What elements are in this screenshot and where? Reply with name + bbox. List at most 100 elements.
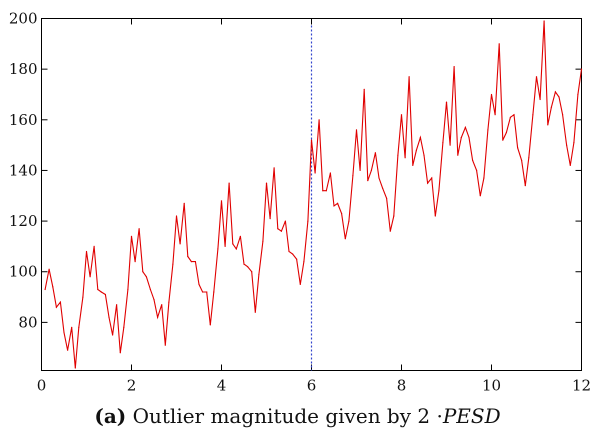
data-point (187, 255, 189, 258)
data-point (476, 169, 478, 171)
data-point (513, 114, 515, 116)
data-point (423, 154, 425, 156)
data-series-line (44, 20, 583, 369)
data-point (352, 174, 354, 177)
data-point (322, 190, 324, 192)
data-point (112, 334, 114, 336)
data-point (157, 316, 159, 318)
data-point (243, 263, 245, 265)
data-point (457, 154, 459, 156)
data-point (262, 240, 264, 242)
figure-caption: (a) Outlier magnitude given by 2 ·PESD (0, 404, 595, 428)
x-tick-label: 8 (397, 377, 407, 395)
y-tick-label: 140 (9, 161, 38, 179)
data-point (247, 266, 249, 268)
data-point (498, 43, 500, 45)
data-point (134, 261, 136, 263)
x-tick-label: 0 (37, 377, 47, 395)
data-point (172, 263, 174, 265)
data-point (168, 301, 170, 303)
data-point (333, 205, 335, 207)
x-tick-label: 6 (307, 377, 317, 395)
data-point (303, 261, 305, 263)
data-point (468, 136, 470, 139)
y-tick-label: 160 (9, 111, 38, 129)
data-point (299, 283, 301, 285)
data-point (494, 114, 496, 116)
data-point (535, 76, 538, 78)
data-point (412, 164, 414, 166)
data-point (44, 288, 46, 291)
data-point (104, 293, 106, 296)
data-point (566, 144, 568, 146)
y-tick-label: 100 (9, 263, 38, 281)
line-chart: 0 2 4 6 8 10 12 80 100 120 140 160 180 200 (9, 10, 591, 395)
data-point (509, 116, 511, 118)
data-point (119, 352, 121, 354)
y-tick-label: 200 (9, 10, 38, 28)
axis-tick-labels: 0 2 4 6 8 10 12 80 100 120 140 160 180 200 (9, 10, 591, 395)
data-point (341, 212, 343, 215)
data-point (550, 106, 553, 108)
data-point (55, 306, 58, 308)
data-point (367, 180, 369, 182)
data-point (130, 235, 133, 237)
data-point (393, 215, 395, 217)
data-point (363, 88, 365, 90)
data-point (408, 76, 410, 78)
caption-label: (a) (94, 404, 127, 428)
data-point (472, 159, 474, 161)
data-point (198, 283, 200, 285)
y-tick-label: 180 (9, 60, 38, 78)
data-point (296, 258, 298, 260)
data-point (314, 172, 316, 174)
data-point (138, 228, 140, 230)
data-point (273, 167, 275, 169)
data-point (307, 220, 309, 222)
x-tick-label: 4 (217, 377, 227, 395)
data-point (580, 68, 583, 70)
data-point (232, 243, 234, 245)
data-point (460, 136, 462, 139)
data-point (404, 157, 406, 159)
data-point (179, 243, 181, 245)
data-point (265, 182, 268, 184)
data-point (100, 291, 102, 293)
data-point (269, 218, 271, 220)
data-point (194, 261, 196, 263)
y-tick-label: 80 (18, 313, 37, 331)
data-point (228, 182, 230, 184)
data-point (52, 286, 54, 288)
data-point (524, 185, 526, 187)
data-point (220, 200, 223, 202)
data-point (445, 101, 448, 103)
data-point (67, 349, 69, 351)
data-point (175, 215, 178, 217)
data-point (431, 177, 433, 179)
data-point (344, 238, 346, 240)
data-point (142, 271, 144, 273)
data-point (415, 149, 417, 151)
data-point (547, 124, 549, 126)
data-point (419, 136, 421, 139)
data-point (434, 215, 436, 217)
data-point (386, 197, 388, 199)
x-tick-label: 2 (127, 377, 137, 395)
data-point (374, 152, 376, 154)
data-point (213, 291, 215, 293)
data-points (44, 20, 583, 369)
data-point (543, 20, 545, 22)
data-point (239, 235, 241, 237)
data-point (310, 139, 313, 141)
data-point (183, 202, 185, 204)
data-point (442, 142, 444, 144)
data-point (325, 190, 327, 192)
data-point (153, 299, 155, 301)
y-tick-label: 120 (9, 212, 38, 230)
data-point (277, 228, 279, 230)
data-point (82, 296, 84, 298)
data-point (528, 157, 530, 159)
data-point (251, 271, 253, 273)
data-point (487, 129, 489, 131)
data-point (382, 187, 384, 189)
